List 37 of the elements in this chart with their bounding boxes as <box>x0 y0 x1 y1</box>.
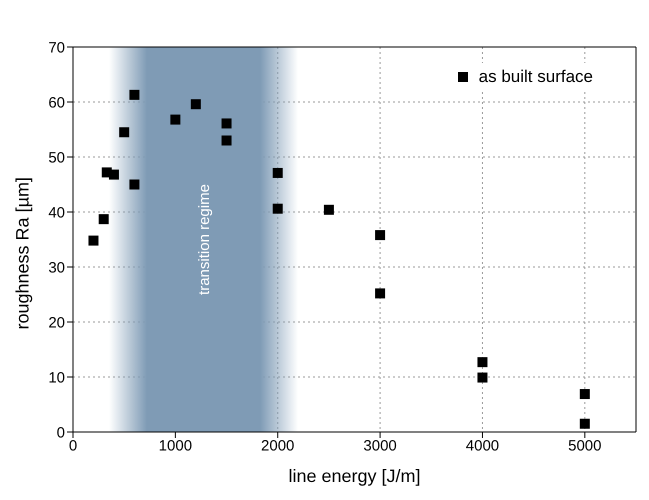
point <box>88 236 98 246</box>
x-tick-label: 3000 <box>363 438 397 455</box>
y-tick-label: 20 <box>48 314 65 332</box>
point <box>222 136 232 146</box>
band-label: transition regime <box>196 184 213 295</box>
point <box>129 90 140 100</box>
y-axis-title: roughness Ra [µm] <box>12 177 32 330</box>
y-tick-label: 60 <box>48 94 65 112</box>
point <box>108 170 119 180</box>
point <box>222 118 232 128</box>
x-tick-label: 1000 <box>158 438 192 455</box>
y-tick-label: 0 <box>56 424 65 442</box>
x-tick-label: 0 <box>68 438 78 455</box>
point <box>272 204 283 214</box>
legend-label: as built surface <box>478 67 593 87</box>
point <box>375 288 386 298</box>
point <box>272 168 283 178</box>
x-axis-title: line energy [J/m] <box>288 466 421 486</box>
point <box>119 127 130 138</box>
x-tick-label: 5000 <box>568 438 602 455</box>
y-tick-label: 30 <box>48 259 65 276</box>
x-tick-label: 2000 <box>261 438 294 455</box>
point <box>129 180 140 190</box>
x-tick-label: 4000 <box>466 438 500 455</box>
point <box>98 214 109 224</box>
point <box>477 357 488 368</box>
point <box>580 418 590 429</box>
point <box>324 204 334 215</box>
point <box>477 372 488 383</box>
y-tick-label: 10 <box>48 369 65 386</box>
y-tick-label: 40 <box>48 204 65 222</box>
y-tick-label: 50 <box>48 149 65 166</box>
point <box>190 99 201 110</box>
y-tick-label: 70 <box>48 39 65 56</box>
point <box>375 230 386 240</box>
point <box>580 389 590 400</box>
point <box>170 114 180 125</box>
